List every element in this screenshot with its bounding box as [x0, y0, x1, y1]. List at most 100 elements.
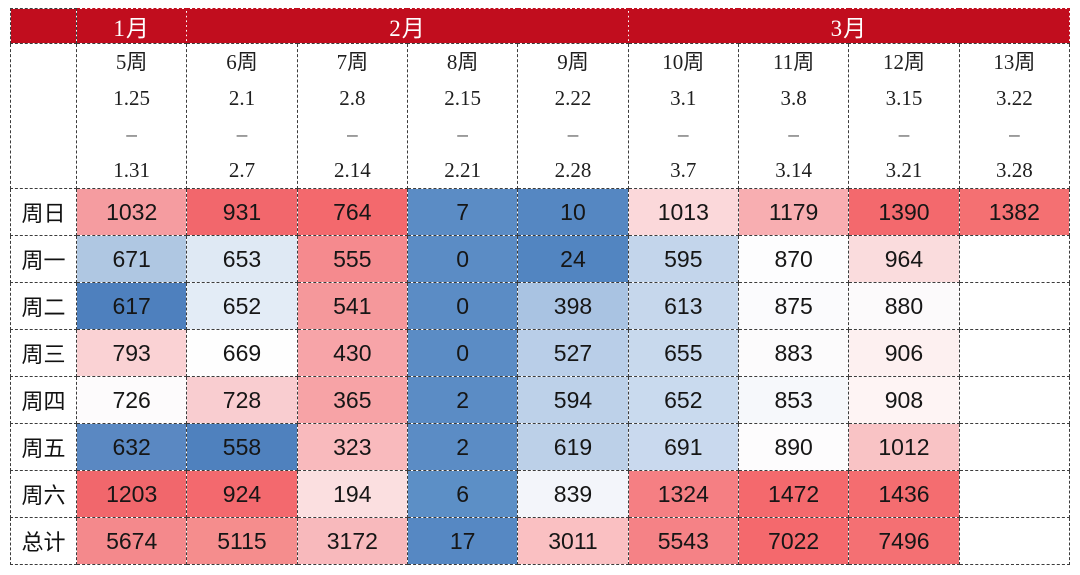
heatmap-cell: 7022 [737, 517, 850, 565]
row-label: 周六 [10, 470, 77, 518]
heatmap-cell: 7 [406, 188, 519, 236]
week-end-date: 2.14 [333, 158, 371, 182]
week-header-cell-5周: 5周 1.25 – 1.31 [75, 43, 188, 189]
week-date-dash: – [898, 122, 910, 146]
table-row-周一: 周一 671 653 555 0 24 595 870 964 [10, 235, 1071, 283]
heatmap-cell: 558 [186, 423, 298, 471]
heatmap-cell: 883 [737, 329, 850, 377]
heatmap-cell: 10 [517, 188, 629, 236]
week-header-cell-7周: 7周 2.8 – 2.14 [296, 43, 408, 189]
heatmap-cell: 2 [406, 376, 519, 424]
week-header-row: 5周 1.25 – 1.31 6周 2.1 – 2.7 7周 2.8 – 2.14 8周 2.15 – 2.2… [10, 43, 1071, 189]
heatmap-cell: 594 [517, 376, 629, 424]
heatmap-cell: 1032 [75, 188, 188, 236]
heatmap-cell: 194 [296, 470, 408, 518]
heatmap-cell: 924 [186, 470, 298, 518]
heatmap-cell: 617 [75, 282, 188, 330]
week-header-cell-12周: 12周 3.15 – 3.21 [848, 43, 960, 189]
corner-cell [10, 8, 77, 44]
heatmap-cell: 7496 [848, 517, 960, 565]
heatmap-cell: 906 [848, 329, 960, 377]
week-start-date: 3.1 [670, 86, 697, 110]
row-label: 周日 [10, 188, 77, 236]
week-end-date: 2.21 [444, 158, 482, 182]
heatmap-cell: 0 [406, 235, 519, 283]
week-end-date: 3.21 [885, 158, 923, 182]
heatmap-cell: 632 [75, 423, 188, 471]
heatmap-cell: 595 [627, 235, 739, 283]
week-start-date: 2.8 [339, 86, 366, 110]
week-start-date: 2.15 [444, 86, 482, 110]
week-end-date: 3.28 [995, 158, 1033, 182]
heatmap-cell: 555 [296, 235, 408, 283]
heatmap-cell: 2 [406, 423, 519, 471]
row-label: 周五 [10, 423, 77, 471]
month-header-january: 1月 [75, 8, 188, 44]
heatmap-cell: 6 [406, 470, 519, 518]
row-label: 总计 [10, 517, 77, 565]
week-date-dash: – [788, 122, 799, 146]
heatmap-cell: 726 [75, 376, 188, 424]
week-header-spacer-cell [10, 43, 77, 189]
heatmap-cell: 671 [75, 235, 188, 283]
heatmap-cell: 1390 [848, 188, 960, 236]
row-label: 周一 [10, 235, 77, 283]
week-date-dash: – [567, 122, 579, 146]
heatmap-cell: 619 [517, 423, 629, 471]
week-date-dash: – [347, 122, 358, 146]
heatmap-cell: 691 [627, 423, 739, 471]
month-header-march: 3月 [627, 8, 1071, 44]
row-label: 周二 [10, 282, 77, 330]
week-number-label: 11周 [773, 50, 815, 74]
heatmap-cell: 652 [186, 282, 298, 330]
heatmap-cell: 323 [296, 423, 408, 471]
heatmap-cell [958, 282, 1071, 330]
heatmap-cell: 5674 [75, 517, 188, 565]
week-header-cell-9周: 9周 2.22 – 2.28 [517, 43, 629, 189]
table-row-周日: 周日 1032 931 764 7 10 1013 1179 1390 1382 [10, 188, 1071, 236]
heatmap-cell: 655 [627, 329, 739, 377]
heatmap-cell [958, 517, 1071, 565]
week-date-dash: – [236, 122, 248, 146]
heatmap-cell: 398 [517, 282, 629, 330]
heatmap-cell: 880 [848, 282, 960, 330]
heatmap-cell: 430 [296, 329, 408, 377]
week-date-dash: – [126, 122, 137, 146]
week-start-date: 3.15 [885, 86, 923, 110]
table-row-周六: 周六 1203 924 194 6 839 1324 1472 1436 [10, 470, 1071, 518]
heatmap-cell: 0 [406, 329, 519, 377]
week-date-dash: – [1009, 122, 1020, 146]
week-number-label: 10周 [662, 50, 705, 74]
heatmap-cell: 17 [406, 517, 519, 565]
heatmap-cell: 3172 [296, 517, 408, 565]
heatmap-cell: 1179 [737, 188, 850, 236]
heatmap-cell: 890 [737, 423, 850, 471]
week-number-label: 7周 [336, 50, 369, 74]
heatmap-cell: 875 [737, 282, 850, 330]
table-row-周四: 周四 726 728 365 2 594 652 853 908 [10, 376, 1071, 424]
heatmap-cell: 870 [737, 235, 850, 283]
week-number-label: 6周 [226, 50, 258, 74]
weekly-heatmap-table: 1月 2月 3月 5周 1.25 – 1.31 6周 2.1 – 2.7 7周 2.8 – 2.14 8… [10, 8, 1071, 565]
week-number-label: 9周 [557, 50, 589, 74]
row-label: 周四 [10, 376, 77, 424]
heatmap-cell: 839 [517, 470, 629, 518]
heatmap-cell: 1012 [848, 423, 960, 471]
total-row: 总计 5674 5115 3172 17 3011 5543 7022 7496 [10, 517, 1071, 565]
heatmap-cell [958, 423, 1071, 471]
heatmap-cell [958, 376, 1071, 424]
heatmap-cell: 1382 [958, 188, 1071, 236]
week-header-cell-8周: 8周 2.15 – 2.21 [406, 43, 519, 189]
month-header-row: 1月 2月 3月 [10, 8, 1071, 44]
heatmap-cell: 669 [186, 329, 298, 377]
week-end-date: 2.28 [554, 158, 592, 182]
heatmap-cell: 853 [737, 376, 850, 424]
heatmap-cell: 1324 [627, 470, 739, 518]
week-start-date: 2.1 [228, 86, 256, 110]
week-end-date: 1.31 [113, 158, 151, 182]
week-start-date: 3.8 [780, 86, 807, 110]
week-number-label: 5周 [115, 50, 148, 74]
heatmap-cell: 5543 [627, 517, 739, 565]
heatmap-cell: 908 [848, 376, 960, 424]
